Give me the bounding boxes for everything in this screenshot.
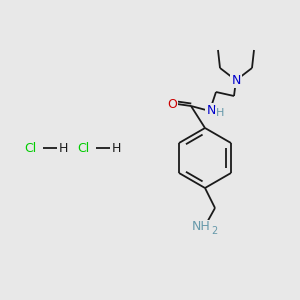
Text: H: H	[216, 108, 224, 118]
Text: H: H	[58, 142, 68, 154]
Text: N: N	[206, 103, 216, 116]
Text: H: H	[111, 142, 121, 154]
Text: 2: 2	[211, 226, 217, 236]
Text: NH: NH	[192, 220, 210, 233]
Text: O: O	[167, 98, 177, 110]
Text: Cl: Cl	[77, 142, 89, 154]
Text: Cl: Cl	[24, 142, 36, 154]
Text: N: N	[231, 74, 241, 86]
